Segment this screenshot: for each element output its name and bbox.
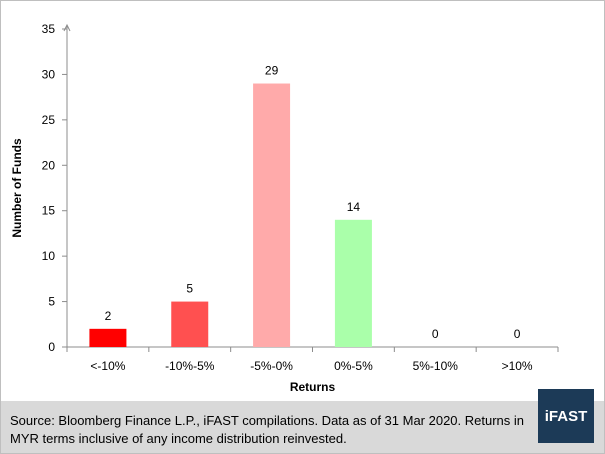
data-label: 5 <box>186 282 193 296</box>
category-label: -10%-5% <box>165 359 215 373</box>
data-label: 29 <box>265 64 279 78</box>
bar <box>334 219 372 347</box>
y-tick-label: 0 <box>48 340 55 354</box>
logo-text: iFAST <box>544 407 588 425</box>
bar <box>89 328 127 347</box>
data-label: 0 <box>514 327 521 341</box>
x-axis-title: Returns <box>290 380 336 394</box>
bar <box>253 83 291 347</box>
y-tick-label: 15 <box>42 204 56 218</box>
y-tick-label: 35 <box>42 22 56 36</box>
data-label: 14 <box>347 200 361 214</box>
y-tick-label: 5 <box>48 295 55 309</box>
source-note: Source: Bloomberg Finance L.P., iFAST co… <box>10 413 525 446</box>
data-label: 0 <box>432 327 439 341</box>
bar <box>171 301 209 347</box>
category-label: 5%-10% <box>413 359 459 373</box>
ifast-logo: iFAST <box>538 389 594 443</box>
category-label: 0%-5% <box>334 359 373 373</box>
data-label: 2 <box>105 309 112 323</box>
y-axis-title: Number of Funds <box>10 138 24 238</box>
bar-chart: 0 5 10 15 20 25 30 35 2 <-10% 5 -10%-5% 29 -5%-0% 14 0%… <box>10 22 559 394</box>
y-tick-label: 30 <box>42 67 56 81</box>
y-tick-label: 10 <box>42 249 56 263</box>
y-tick-label: 20 <box>42 158 56 172</box>
category-label: >10% <box>502 359 533 373</box>
category-label: -5%-0% <box>250 359 293 373</box>
category-label: <-10% <box>90 359 125 373</box>
y-tick-label: 25 <box>42 113 56 127</box>
footer: Source: Bloomberg Finance L.P., iFAST co… <box>1 401 604 453</box>
